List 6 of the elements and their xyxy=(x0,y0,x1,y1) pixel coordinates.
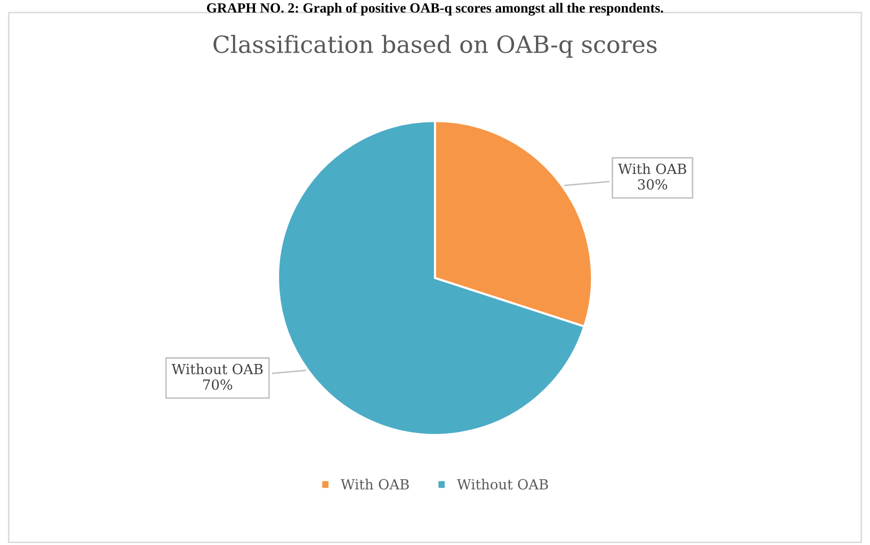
legend-label: Without OAB xyxy=(456,478,548,490)
text: GRAPH NO. 2: Graph of positive OAB-q scores amongst all the respondents. xyxy=(206,2,664,16)
chart-title: Classification based on OAB-q scores xyxy=(214,34,657,58)
data-label: Without OAB 70% xyxy=(172,364,263,390)
data-label: With OAB 30% xyxy=(618,163,686,190)
legend-label: With OAB xyxy=(340,478,409,490)
